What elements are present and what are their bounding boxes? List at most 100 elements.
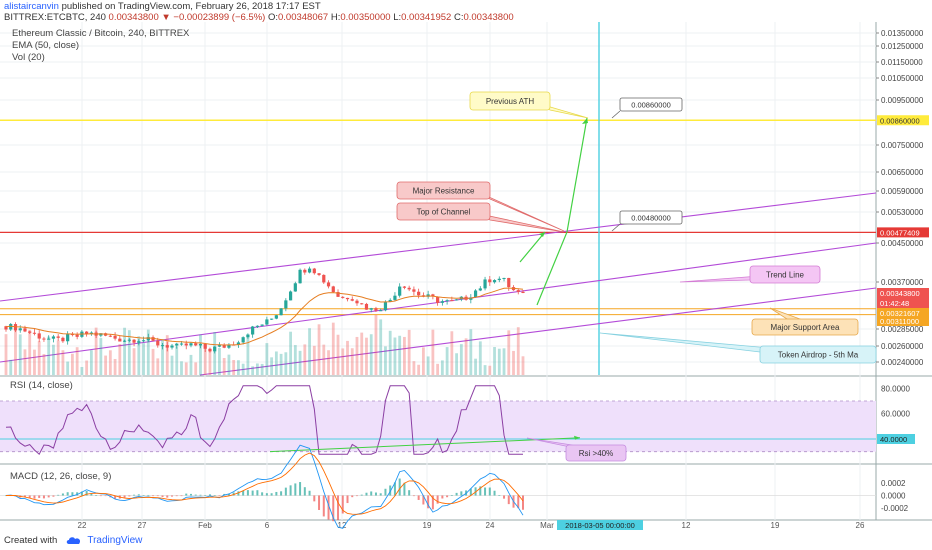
volume-bar [303, 344, 307, 375]
y-tick-label: 0.00450000 [881, 239, 924, 248]
candle-body [521, 291, 525, 293]
candle-body [70, 334, 75, 336]
main-series-legend[interactable]: Ethereum Classic / Bitcoin, 240, BITTREX [12, 28, 190, 39]
macd-histogram-bar [33, 495, 36, 499]
candle-body [469, 297, 473, 300]
volume-bar [227, 354, 231, 375]
macd-histogram-bar [114, 495, 117, 499]
macd-histogram-bar [265, 493, 268, 496]
candle-body [516, 290, 520, 292]
macd-histogram-bar [166, 495, 169, 498]
major-support-callout-text: Major Support Area [771, 323, 840, 332]
candle-body [151, 337, 155, 341]
macd-histogram-bar [280, 491, 283, 496]
volume-bar [213, 332, 217, 375]
macd-histogram-bar [507, 495, 510, 505]
macd-histogram-bar [47, 495, 50, 498]
macd-histogram-bar [90, 493, 93, 496]
ath-price-box-tail [611, 110, 621, 119]
airdrop-callout [759, 345, 877, 364]
candle-body [502, 277, 506, 279]
candle-body [317, 273, 321, 275]
channel-bottom-line [199, 287, 877, 376]
volume-bar [37, 341, 41, 375]
candle-body [156, 340, 160, 346]
volume-bar [170, 355, 174, 375]
macd-histogram-bar [431, 495, 434, 510]
macd-histogram-bar [412, 495, 415, 497]
macd-histogram-bar [251, 490, 254, 496]
candle-body [251, 326, 255, 335]
volume-bar [388, 330, 392, 375]
volume-legend[interactable]: Vol (20) [12, 52, 45, 63]
candle-body [18, 328, 22, 331]
y-tick-label: 0.00650000 [881, 168, 924, 177]
x-tick-label: 12 [338, 521, 347, 530]
channel-top-line [0, 192, 877, 302]
y-tick-label: 0.00260000 [881, 342, 924, 351]
macd-histogram-bar [52, 495, 55, 497]
macd-histogram-bar [208, 494, 211, 496]
ath-price-box [619, 97, 683, 112]
candle-body [270, 318, 274, 320]
tradingview-logo[interactable]: TradingView [65, 535, 142, 546]
volume-bar [203, 344, 207, 375]
candle-body [132, 339, 136, 343]
candle-body [146, 337, 150, 341]
volume-bar [184, 362, 188, 375]
volume-bar [478, 341, 482, 375]
candle-body [85, 331, 89, 334]
macd-histogram-bar [199, 494, 202, 496]
volume-bar [80, 366, 84, 375]
macd-histogram-bar [455, 492, 458, 496]
ema-legend[interactable]: EMA (50, close) [12, 40, 80, 51]
volume-bar [146, 329, 150, 375]
volume-bar [341, 348, 345, 375]
volume-bar [502, 348, 506, 375]
down-triangle-icon: ▼ [161, 12, 171, 23]
volume-bar [75, 347, 79, 375]
volume-bar [393, 337, 397, 375]
macd-y-tick-label: -0.0002 [881, 504, 909, 513]
resistance-price-box [619, 210, 683, 225]
candle-body [307, 268, 312, 273]
rsi-current-bg [877, 434, 915, 444]
macd-histogram-bar [104, 495, 107, 497]
low-value: 0.00341952 [401, 12, 452, 23]
candle-body [454, 299, 459, 301]
volume-bar [47, 336, 51, 375]
macd-histogram-bar [488, 487, 491, 496]
candle-body [194, 343, 198, 346]
candle-body [47, 338, 51, 340]
candle-body [369, 308, 373, 310]
resistance-price-box-text: 0.00480000 [631, 214, 671, 223]
volume-bar [483, 365, 487, 375]
rsi-legend[interactable]: RSI (14, close) [10, 380, 73, 391]
open-value: 0.00348067 [278, 12, 329, 23]
volume-bar [521, 356, 525, 375]
ohlc-line: BITTREX:ETCBTC, 240 0.00343800 ▼ −0.0002… [4, 12, 514, 23]
candle-body [203, 344, 207, 349]
signal-line [5, 452, 524, 515]
volume-bar [412, 361, 416, 375]
macd-histogram-bar [133, 494, 136, 496]
macd-histogram-bar [161, 495, 164, 498]
macd-histogram-bar [422, 495, 425, 505]
macd-histogram-bar [484, 487, 487, 496]
candle-body [170, 345, 174, 348]
rsi-y-tick-label: 60.0000 [881, 410, 910, 419]
volume-bar [33, 349, 36, 375]
arrow-head [582, 118, 588, 124]
author-link[interactable]: alistaircanvin [4, 1, 59, 12]
macd-legend[interactable]: MACD (12, 26, close, 9) [10, 471, 112, 482]
volume-bar [28, 329, 32, 375]
macd-histogram-bar [408, 490, 411, 496]
macd-histogram-bar [38, 495, 41, 498]
macd-histogram-bar [365, 492, 368, 496]
y-tick-label: 0.00240000 [881, 358, 924, 367]
candle-body [137, 341, 141, 343]
candle-body [492, 280, 497, 283]
volume-bar [85, 360, 89, 375]
candle-body [326, 282, 331, 287]
